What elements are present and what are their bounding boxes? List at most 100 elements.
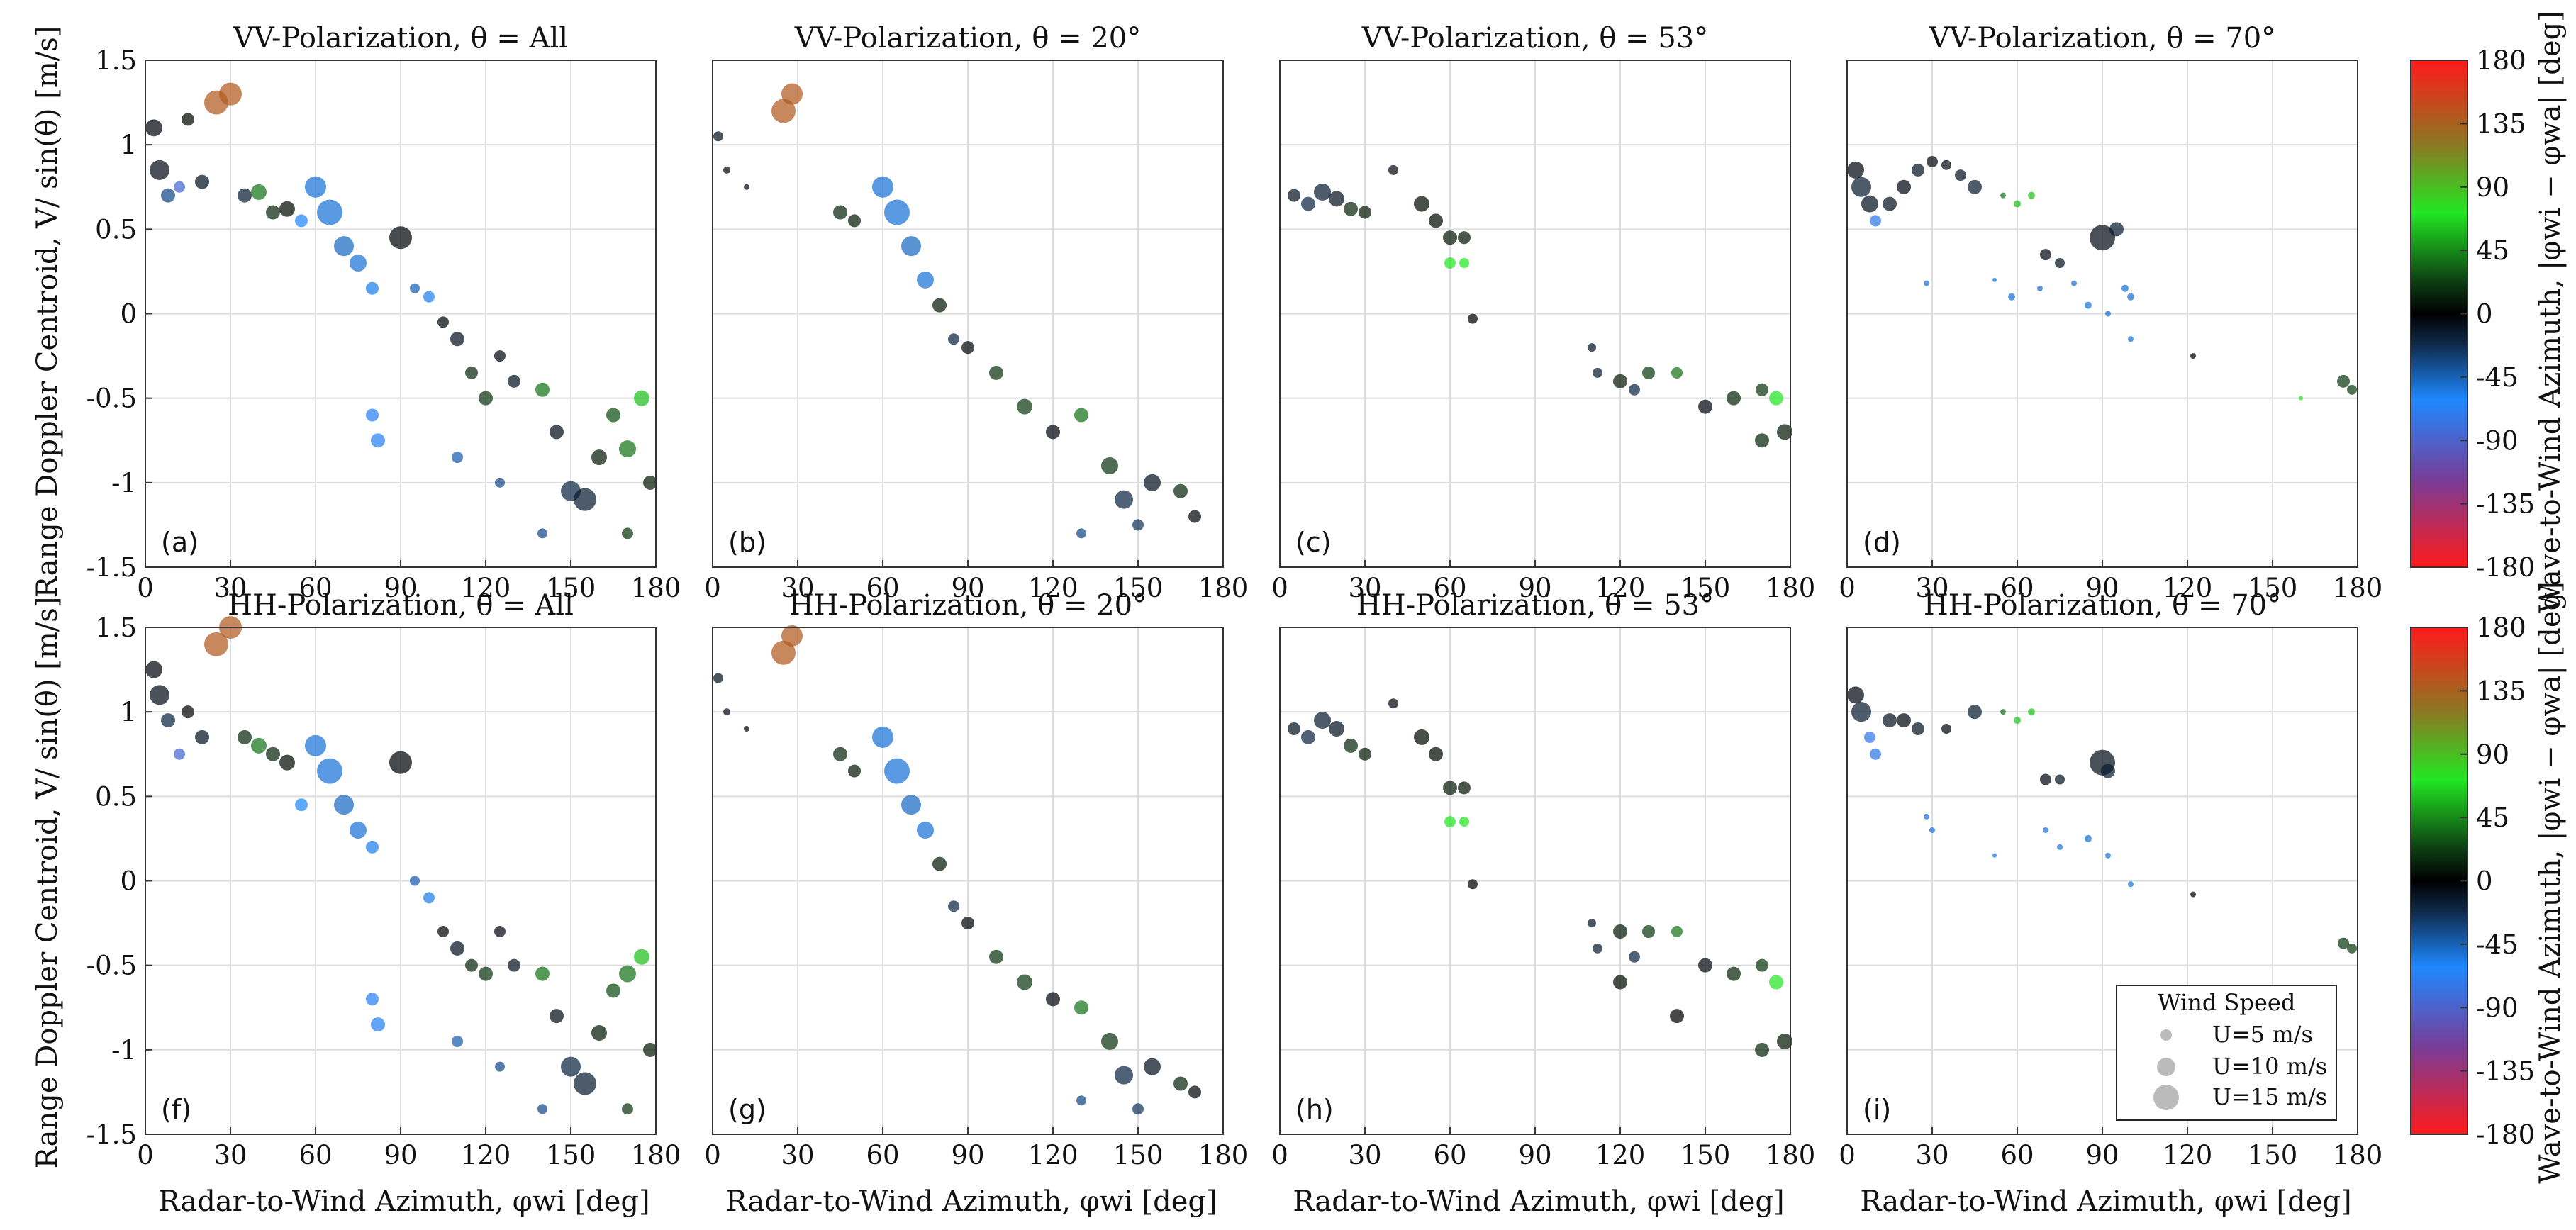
data-point bbox=[723, 166, 730, 174]
colorbar-tick-label: -180 bbox=[2476, 552, 2535, 583]
data-point bbox=[1458, 781, 1471, 795]
data-point bbox=[1613, 975, 1627, 990]
colorbar-tick-label: -45 bbox=[2476, 362, 2519, 393]
colorbar-tick-label: -180 bbox=[2476, 1119, 2535, 1150]
x-tick-label: 150 bbox=[2248, 1140, 2298, 1170]
x-tick-label: 150 bbox=[546, 573, 596, 603]
x-tick-label: 90 bbox=[384, 1140, 417, 1170]
data-point bbox=[465, 366, 478, 379]
data-point bbox=[713, 131, 723, 142]
colorbar-gradient bbox=[2410, 60, 2468, 568]
x-tick-label: 60 bbox=[866, 573, 899, 603]
data-point bbox=[1115, 1066, 1133, 1085]
data-point bbox=[2028, 191, 2035, 199]
y-tick-label: -1.5 bbox=[87, 1119, 137, 1150]
data-point bbox=[535, 382, 550, 397]
colorbar-gradient bbox=[2410, 627, 2468, 1135]
x-tick-label: 60 bbox=[1433, 573, 1466, 603]
data-point bbox=[450, 332, 464, 347]
x-tick-label: 60 bbox=[2000, 573, 2034, 603]
colorbar-tick-label: 90 bbox=[2476, 172, 2509, 203]
data-point bbox=[371, 1017, 385, 1032]
colorbar-tick-label: 0 bbox=[2476, 299, 2493, 330]
colorbar-tick-label: -90 bbox=[2476, 425, 2519, 456]
data-point bbox=[574, 488, 596, 511]
y-axis-label-top: Range Doppler Centroid, V/ sin(θ) [m/s] bbox=[31, 26, 64, 598]
data-point bbox=[606, 408, 620, 423]
chart-panel-7: 0 30 60 90 120 150 180 HH-Polarization, θ = 53°… bbox=[1271, 589, 1815, 1170]
colorbar-tick-label: 180 bbox=[2476, 45, 2526, 76]
data-point bbox=[452, 1035, 463, 1047]
data-point bbox=[2000, 192, 2006, 199]
data-point bbox=[1613, 924, 1627, 939]
data-point bbox=[495, 477, 505, 488]
y-tick-label: 1 bbox=[120, 697, 137, 727]
data-point bbox=[479, 391, 493, 406]
panel-title: VV-Polarization, θ = All bbox=[233, 22, 568, 55]
colorbars: 180 135 90 45 0 -45 -90 -135 -180 180 135 90 45 0 -45 -… bbox=[2410, 45, 2535, 1150]
data-point bbox=[1698, 958, 1712, 973]
x-tick-label: 60 bbox=[1433, 1140, 1466, 1170]
data-point bbox=[410, 283, 420, 293]
data-point bbox=[884, 758, 910, 784]
x-tick-label: 0 bbox=[137, 573, 154, 603]
panel-label: (g) bbox=[728, 1094, 766, 1125]
data-point bbox=[1414, 196, 1429, 212]
data-point bbox=[2190, 353, 2196, 359]
x-tick-label: 90 bbox=[1518, 1140, 1551, 1170]
data-point bbox=[535, 966, 550, 981]
chart-panel-5: 0 30 60 90 120 150 180 -1.5 -1 -0.5 0 0.5 1 1.5 HH-Pol… bbox=[87, 589, 681, 1170]
chart-panel-4: 0 30 60 90 120 150 180 VV-Polarization, θ = 70°… bbox=[1839, 22, 2382, 603]
data-point bbox=[833, 205, 847, 220]
data-point bbox=[1727, 391, 1741, 406]
x-tick-label: 120 bbox=[1595, 573, 1646, 603]
x-tick-label: 90 bbox=[384, 573, 417, 603]
data-point bbox=[195, 729, 209, 744]
data-point bbox=[1968, 179, 1982, 194]
data-point bbox=[2347, 384, 2357, 395]
data-point bbox=[1314, 183, 1331, 201]
panel-title: HH-Polarization, θ = 70° bbox=[1924, 589, 2281, 622]
data-point bbox=[833, 747, 847, 761]
data-point bbox=[1847, 161, 1864, 179]
data-point bbox=[2055, 258, 2065, 268]
data-point bbox=[848, 764, 861, 778]
data-point bbox=[901, 236, 921, 257]
legend-item-10: U=10 m/s bbox=[2212, 1053, 2327, 1080]
data-point bbox=[1924, 813, 1929, 820]
data-point bbox=[1301, 196, 1315, 211]
y-tick-label: -1 bbox=[111, 468, 137, 498]
data-point bbox=[317, 758, 342, 784]
data-point bbox=[2040, 773, 2051, 785]
data-point bbox=[2037, 285, 2043, 291]
colorbar-tick-label: 90 bbox=[2476, 739, 2509, 770]
data-point bbox=[2028, 708, 2035, 716]
data-point bbox=[1074, 408, 1088, 423]
data-point bbox=[1344, 738, 1358, 753]
data-point bbox=[1132, 1103, 1144, 1115]
colorbar-tick-label: -135 bbox=[2476, 1056, 2535, 1087]
x-tick-label: 30 bbox=[1915, 1140, 1948, 1170]
data-point bbox=[465, 958, 478, 972]
x-tick-label: 150 bbox=[546, 1140, 596, 1170]
data-point bbox=[574, 1072, 596, 1095]
y-tick-label: 1.5 bbox=[95, 45, 137, 76]
data-point bbox=[2127, 293, 2134, 301]
data-point bbox=[266, 205, 280, 220]
data-point bbox=[2085, 301, 2092, 309]
data-point bbox=[948, 333, 959, 345]
panel-label: (c) bbox=[1295, 527, 1332, 558]
data-point bbox=[1359, 747, 1371, 761]
data-point bbox=[872, 176, 893, 198]
data-point bbox=[2101, 764, 2115, 778]
data-point bbox=[643, 1042, 657, 1057]
data-point bbox=[713, 673, 723, 683]
data-point bbox=[2105, 311, 2111, 317]
data-point bbox=[1429, 747, 1443, 761]
data-point bbox=[2347, 943, 2357, 954]
data-point bbox=[495, 1061, 505, 1072]
data-point bbox=[2337, 374, 2350, 388]
data-point bbox=[917, 822, 934, 839]
data-point bbox=[2014, 717, 2021, 725]
